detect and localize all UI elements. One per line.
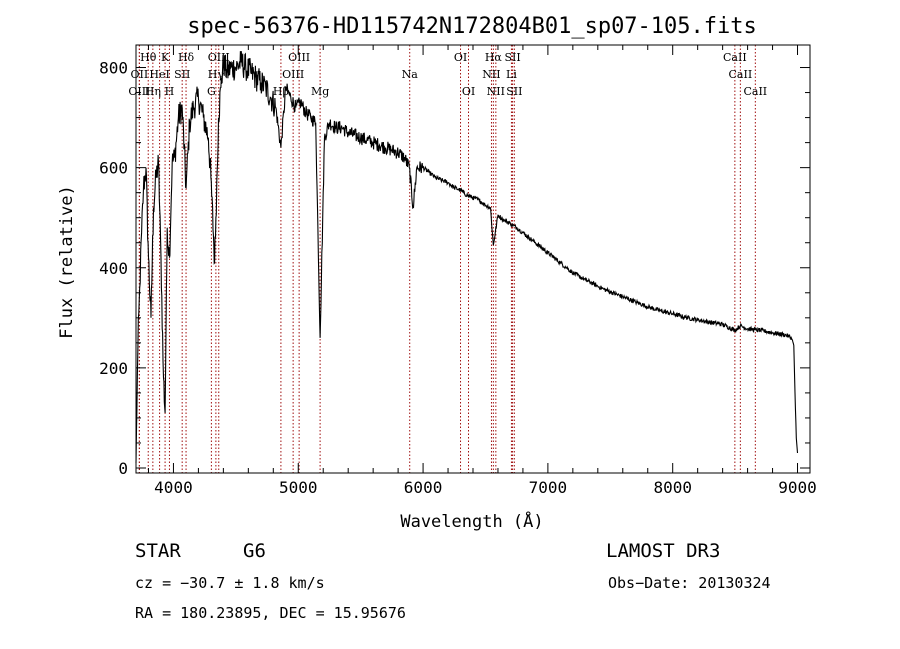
object-subclass: G6 [243,540,266,562]
coordinates: RA = 180.23895, DEC = 15.95676 [135,604,406,622]
line-label-22: Hβ [273,85,289,98]
chart-title: spec-56376-HD115742N172804B01_sp07-105.f… [187,14,757,39]
line-label-10: HeI [149,68,169,81]
x-tick-label-2: 6000 [404,478,443,497]
line-label-27: CaII [743,85,767,98]
x-tick-label-1: 5000 [279,478,318,497]
x-tick-label-0: 4000 [154,478,193,497]
line-label-15: NII [482,68,500,81]
spectral-line-markers [138,45,756,473]
y-tick-label-3: 600 [99,159,128,178]
y-tick-label-2: 400 [99,259,128,278]
y-axis-label: Flux (relative) [57,185,77,339]
flux-series-line [135,51,799,464]
axis-ticks: 4000 5000 6000 7000 8000 9000 0 200 400 600 800 [99,45,817,497]
x-tick-label-3: 7000 [529,478,568,497]
observation-date: Obs−Date: 20130324 [608,574,771,592]
line-label-21: G [207,85,216,98]
line-label-20: H [165,85,175,98]
x-axis-label: Wavelength (Å) [400,510,543,532]
line-label-19: Hη [145,85,161,98]
line-label-8: CaII [723,51,747,64]
line-label-26: SII [506,85,522,98]
line-label-6: Hα [485,51,503,64]
x-tick-label-4: 8000 [653,478,692,497]
line-label-12: Hγ [208,68,225,81]
line-label-11: SII [174,68,190,81]
line-label-24: OI [462,85,475,98]
survey-name: LAMOST DR3 [606,540,721,562]
line-label-5: OI [454,51,467,64]
line-label-17: CaII [729,68,753,81]
y-tick-label-1: 200 [99,359,128,378]
y-tick-label-4: 800 [99,59,128,78]
line-label-18: OIII [128,85,150,98]
line-label-25: NII [487,85,505,98]
line-label-2: Hδ [178,51,195,64]
redshift-value: cz = −30.7 ± 1.8 km/s [135,574,325,592]
line-label-1: K [161,51,170,64]
line-label-13: OIII [282,68,304,81]
line-label-16: Li [506,68,517,81]
object-class: STAR [135,540,181,562]
line-label-23: Mg [311,85,329,98]
line-label-14: Na [402,68,419,81]
line-label-7: SII [504,51,520,64]
plot-frame [135,44,811,474]
line-label-9: OII [131,68,149,81]
line-label-0: Hθ [140,51,157,64]
x-tick-label-5: 9000 [778,478,817,497]
line-label-3: OIII [208,51,230,64]
line-label-4: OIII [288,51,310,64]
y-tick-label-0: 0 [118,459,128,478]
